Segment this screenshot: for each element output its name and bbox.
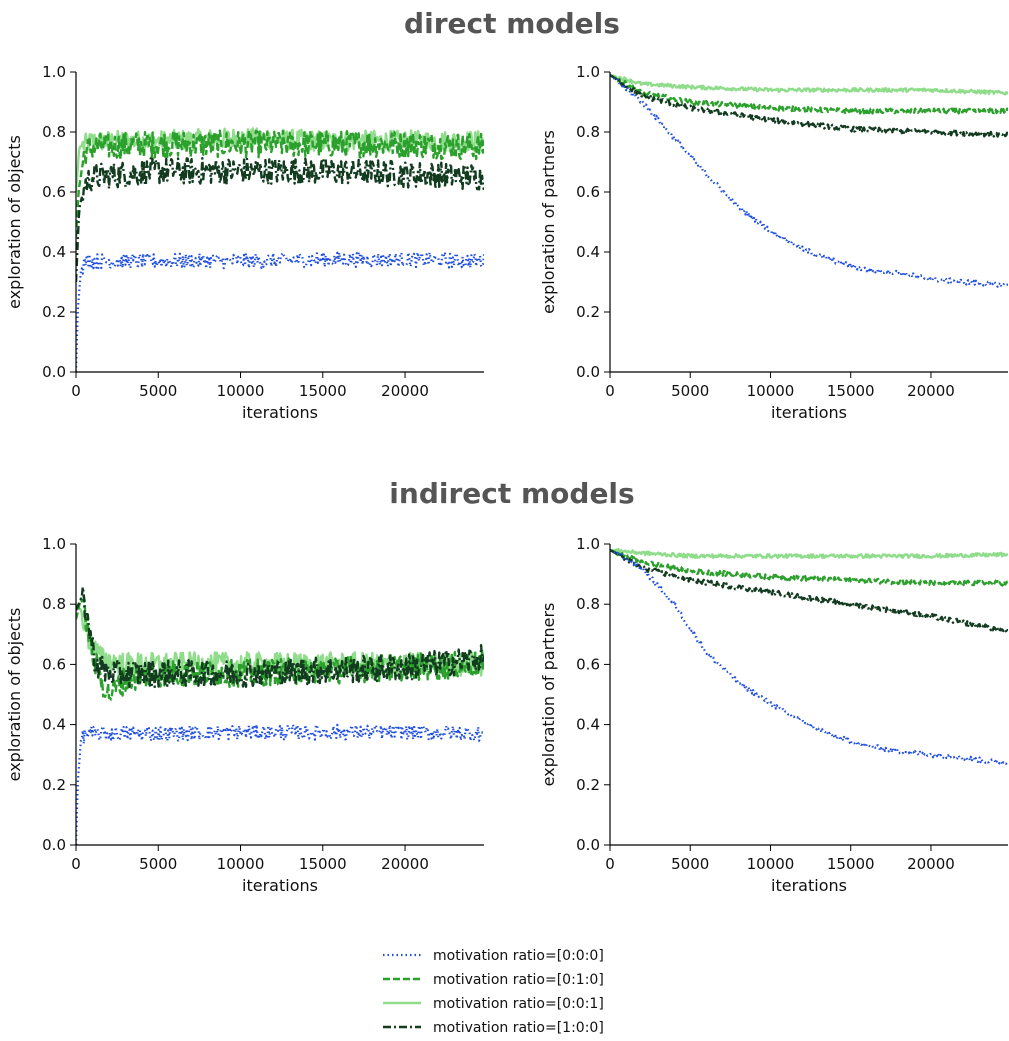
series-line bbox=[76, 585, 484, 689]
series-group bbox=[76, 585, 484, 846]
x-axis-label: iterations bbox=[242, 403, 318, 422]
y-axis-label: exploration of objects bbox=[5, 608, 24, 782]
section-title-direct: direct models bbox=[404, 7, 620, 40]
x-tick-label: 20000 bbox=[381, 382, 429, 400]
series-line bbox=[610, 73, 1008, 115]
legend-item: motivation ratio=[0:0:1] bbox=[383, 996, 604, 1012]
y-tick-label: 0.4 bbox=[576, 243, 600, 261]
series-line bbox=[610, 74, 1008, 288]
x-tick-label: 0 bbox=[605, 382, 615, 400]
series-line bbox=[610, 549, 1008, 634]
legend-label: motivation ratio=[1:0:0] bbox=[433, 1020, 604, 1036]
x-tick-label: 15000 bbox=[827, 855, 875, 873]
x-tick-label: 10000 bbox=[747, 855, 795, 873]
y-tick-label: 0.0 bbox=[576, 363, 600, 381]
x-tick-label: 5000 bbox=[671, 382, 709, 400]
y-tick-label: 0.6 bbox=[42, 183, 66, 201]
series-line bbox=[76, 129, 484, 238]
series-line bbox=[76, 594, 484, 701]
y-tick-label: 1.0 bbox=[42, 535, 66, 553]
series-line bbox=[610, 547, 1008, 559]
x-tick-label: 0 bbox=[605, 855, 615, 873]
y-tick-label: 0.0 bbox=[42, 836, 66, 854]
x-tick-label: 10000 bbox=[217, 382, 265, 400]
x-axis-label: iterations bbox=[771, 403, 847, 422]
series-line bbox=[610, 73, 1008, 96]
legend-item: motivation ratio=[0:0:0] bbox=[383, 948, 604, 964]
x-tick-label: 5000 bbox=[139, 855, 177, 873]
legend-item: motivation ratio=[0:1:0] bbox=[383, 972, 604, 988]
y-tick-label: 0.8 bbox=[42, 123, 66, 141]
y-tick-label: 0.8 bbox=[576, 123, 600, 141]
legend: motivation ratio=[0:0:0] motivation ratio… bbox=[383, 948, 604, 1036]
x-axis-label: iterations bbox=[242, 876, 318, 895]
y-tick-label: 1.0 bbox=[576, 63, 600, 81]
x-tick-label: 0 bbox=[71, 855, 81, 873]
chart-panel: 0.0 0.2 0.4 0.6 0.8 1.0 0 5000 10000 15000 20000 it… bbox=[539, 63, 1008, 422]
y-tick-label: 0.8 bbox=[42, 595, 66, 613]
y-tick-label: 0.6 bbox=[576, 183, 600, 201]
y-tick-label: 0.2 bbox=[576, 776, 600, 794]
series-line bbox=[610, 548, 1008, 587]
x-tick-label: 5000 bbox=[671, 855, 709, 873]
y-tick-label: 0.6 bbox=[576, 655, 600, 673]
chart-panel: 0.0 0.2 0.4 0.6 0.8 1.0 0 5000 10000 15000 20000 it… bbox=[5, 63, 484, 422]
y-tick-label: 0.2 bbox=[42, 776, 66, 794]
y-axis-label: exploration of partners bbox=[539, 603, 558, 787]
x-tick-label: 20000 bbox=[381, 855, 429, 873]
chart-panel: 0.0 0.2 0.4 0.6 0.8 1.0 0 5000 10000 15000 20000 it… bbox=[5, 535, 484, 895]
x-tick-label: 10000 bbox=[747, 382, 795, 400]
chart-panel: 0.0 0.2 0.4 0.6 0.8 1.0 0 5000 10000 15000 20000 it… bbox=[539, 535, 1008, 895]
x-tick-label: 15000 bbox=[299, 382, 347, 400]
legend-label: motivation ratio=[0:1:0] bbox=[433, 972, 604, 988]
y-tick-label: 0.8 bbox=[576, 595, 600, 613]
series-group bbox=[610, 73, 1008, 288]
series-group bbox=[76, 127, 484, 373]
y-tick-label: 0.4 bbox=[576, 716, 600, 734]
x-tick-label: 20000 bbox=[907, 855, 955, 873]
x-tick-label: 20000 bbox=[907, 382, 955, 400]
y-tick-label: 0.4 bbox=[42, 243, 66, 261]
chart-panels: 0.0 0.2 0.4 0.6 0.8 1.0 0 5000 10000 15000 20000 it… bbox=[5, 63, 1008, 895]
legend-label: motivation ratio=[0:0:0] bbox=[433, 948, 604, 964]
y-axis-label: exploration of partners bbox=[539, 130, 558, 314]
y-tick-label: 1.0 bbox=[42, 63, 66, 81]
y-tick-label: 0.0 bbox=[42, 363, 66, 381]
series-line bbox=[76, 157, 484, 283]
series-line bbox=[76, 251, 484, 373]
series-group bbox=[610, 547, 1008, 767]
x-tick-label: 15000 bbox=[827, 382, 875, 400]
section-title-indirect: indirect models bbox=[389, 477, 634, 510]
x-tick-label: 5000 bbox=[139, 382, 177, 400]
y-axis-label: exploration of objects bbox=[5, 135, 24, 309]
x-tick-label: 15000 bbox=[299, 855, 347, 873]
series-line bbox=[610, 74, 1008, 138]
y-tick-label: 0.2 bbox=[42, 303, 66, 321]
y-tick-label: 0.4 bbox=[42, 716, 66, 734]
y-tick-label: 0.6 bbox=[42, 655, 66, 673]
legend-item: motivation ratio=[1:0:0] bbox=[383, 1020, 604, 1036]
x-tick-label: 0 bbox=[71, 382, 81, 400]
y-tick-label: 0.2 bbox=[576, 303, 600, 321]
y-tick-label: 0.0 bbox=[576, 836, 600, 854]
x-tick-label: 10000 bbox=[217, 855, 265, 873]
legend-label: motivation ratio=[0:0:1] bbox=[433, 996, 604, 1012]
y-tick-label: 1.0 bbox=[576, 535, 600, 553]
x-axis-label: iterations bbox=[771, 876, 847, 895]
series-line bbox=[76, 723, 484, 846]
